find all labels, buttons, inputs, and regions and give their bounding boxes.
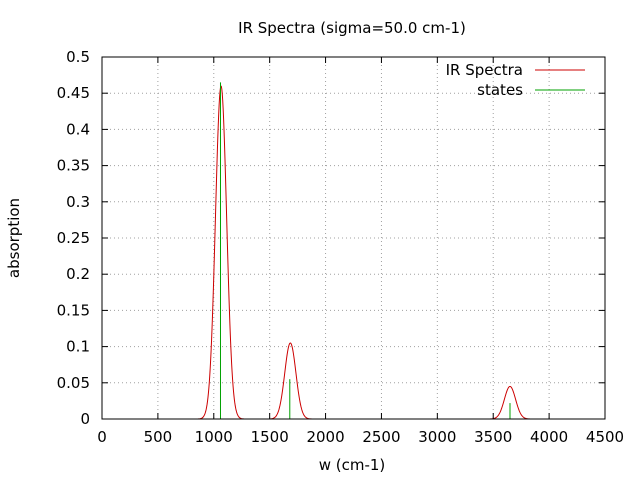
plot-border bbox=[101, 56, 606, 420]
y-axis-label: absorption bbox=[5, 198, 23, 278]
chart-title: IR Spectra (sigma=50.0 cm-1) bbox=[238, 19, 466, 37]
legend: IR Spectra states bbox=[446, 61, 585, 99]
y-tick-label: 0.45 bbox=[57, 84, 90, 102]
y-tick-label: 0.4 bbox=[66, 120, 90, 138]
y-tick-label: 0.3 bbox=[66, 193, 90, 211]
x-tick-label: 0 bbox=[97, 428, 107, 446]
y-tick-label: 0.1 bbox=[66, 338, 90, 356]
x-tick-label: 1500 bbox=[251, 428, 289, 446]
plot-series bbox=[102, 82, 605, 420]
legend-label: IR Spectra bbox=[446, 61, 523, 79]
y-tick-label: 0.35 bbox=[57, 157, 90, 175]
x-tick-label: 2500 bbox=[362, 428, 400, 446]
y-tick-label: 0.2 bbox=[66, 265, 90, 283]
x-tick-label: 3500 bbox=[474, 428, 512, 446]
axis-ticks: 0 500 1000 1500 2000 2500 3000 3500 4000 4500 0 0.0… bbox=[57, 48, 625, 446]
ir-spectra-line bbox=[102, 84, 605, 420]
grid-lines bbox=[102, 57, 605, 419]
x-tick-label: 4500 bbox=[586, 428, 624, 446]
x-tick-label: 1000 bbox=[195, 428, 233, 446]
x-tick-label: 500 bbox=[144, 428, 173, 446]
y-tick-label: 0 bbox=[80, 410, 90, 428]
x-axis-label: w (cm-1) bbox=[319, 456, 386, 474]
y-tick-label: 0.15 bbox=[57, 301, 90, 319]
legend-label: states bbox=[477, 81, 523, 99]
y-tick-label: 0.5 bbox=[66, 48, 90, 66]
y-tick-label: 0.05 bbox=[57, 374, 90, 392]
y-tick-label: 0.25 bbox=[57, 229, 90, 247]
x-tick-label: 3000 bbox=[418, 428, 456, 446]
x-tick-label: 2000 bbox=[306, 428, 344, 446]
x-tick-label: 4000 bbox=[530, 428, 568, 446]
